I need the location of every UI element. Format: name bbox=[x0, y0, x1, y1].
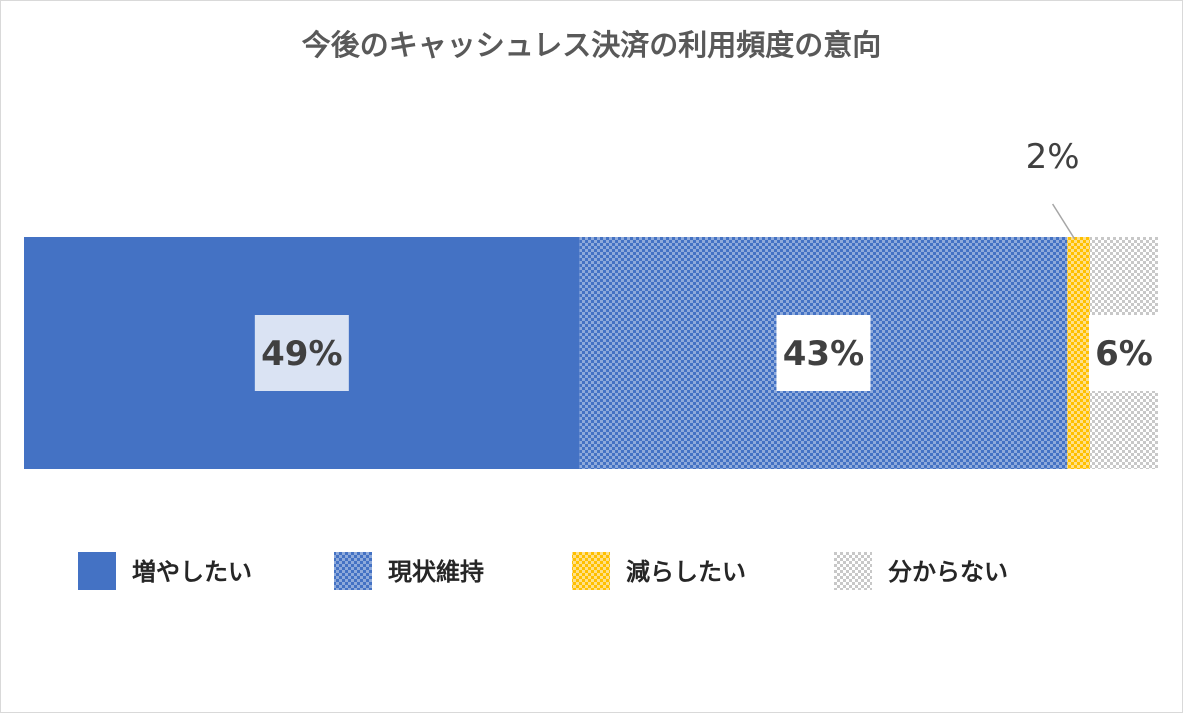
legend-label-increase: 増やしたい bbox=[132, 558, 252, 586]
data-label-maintain: 43% bbox=[783, 334, 864, 374]
legend-label-unknown: 分からない bbox=[888, 558, 1008, 586]
legend-swatch-maintain bbox=[334, 552, 372, 590]
legend-swatch-unknown bbox=[834, 552, 872, 590]
data-label-box-unknown bbox=[1088, 315, 1159, 391]
data-label-decrease: 2% bbox=[1026, 137, 1080, 177]
data-label-unknown: 6% bbox=[1095, 334, 1153, 374]
data-label-increase: 49% bbox=[261, 334, 342, 374]
legend-swatch-increase bbox=[78, 552, 116, 590]
data-label-box-increase bbox=[254, 315, 349, 391]
data-label-box-maintain bbox=[776, 315, 871, 391]
leader-line-decrease bbox=[1051, 203, 1076, 240]
legend-label-decrease: 減らしたい bbox=[626, 558, 746, 586]
legend-label-maintain: 現状維持 bbox=[388, 558, 484, 586]
legend-swatch-decrease bbox=[572, 552, 610, 590]
bar-segment-decrease bbox=[1067, 237, 1090, 469]
chart-title: 今後のキャッシュレス決済の利用頻度の意向 bbox=[301, 28, 882, 62]
